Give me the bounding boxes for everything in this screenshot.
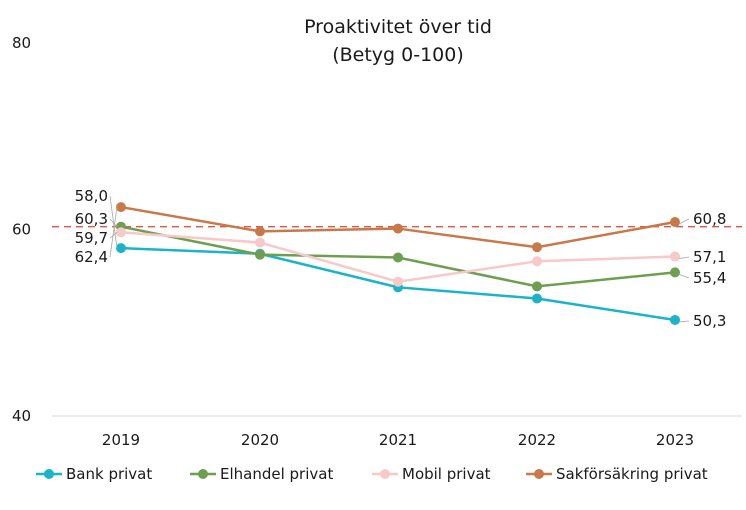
y-tick-label: 60	[12, 221, 31, 239]
x-tick-label: 2021	[379, 431, 417, 449]
data-point-mobil-privat	[393, 276, 403, 287]
chart-subtitle: (Betyg 0-100)	[332, 44, 464, 66]
label-leader-sakf-rs-kring-privat	[109, 207, 118, 258]
legend-marker-mobil-privat	[380, 469, 390, 479]
label-leader-bank-privat	[678, 320, 690, 323]
data-point-elhandel-privat	[393, 252, 403, 263]
data-point-bank-privat	[670, 314, 680, 325]
data-point-mobil-privat	[532, 256, 542, 267]
x-tick-label: 2022	[518, 431, 556, 449]
legend-marker-elhandel-privat	[198, 469, 208, 479]
legend-label-bank-privat: Bank privat	[66, 465, 152, 483]
data-point-elhandel-privat	[255, 249, 265, 260]
data-point-sakf-rs-kring-privat	[116, 202, 126, 213]
data-point-bank-privat	[532, 293, 542, 304]
label-leader-mobil-privat	[109, 231, 118, 239]
legend-label-sakf-rs-kring-privat: Sakförsäkring privat	[556, 465, 708, 483]
data-point-elhandel-privat	[670, 267, 680, 278]
x-tick-label: 2019	[102, 431, 140, 449]
data-point-mobil-privat	[670, 251, 680, 262]
data-point-sakf-rs-kring-privat	[393, 223, 403, 234]
data-label-bank-privat: 58,0	[75, 187, 108, 205]
legend: Bank privat Elhandel privat Mobil privat Sa…	[36, 465, 708, 483]
data-label-mobil-privat: 59,7	[75, 229, 108, 247]
data-label-bank-privat: 50,3	[693, 312, 726, 330]
data-point-sakf-rs-kring-privat	[670, 217, 680, 228]
data-label-sakf-rs-kring-privat: 60,8	[693, 210, 726, 228]
data-point-sakf-rs-kring-privat	[532, 242, 542, 253]
x-tick-label: 2023	[656, 431, 694, 449]
legend-marker-sakf-rs-kring-privat	[534, 469, 544, 479]
series-group: 58,0 50,3 60,3 55,4 59,7 57,1 62,4 60,8	[75, 187, 727, 330]
data-label-elhandel-privat: 60,3	[75, 210, 108, 228]
label-leader-sakf-rs-kring-privat	[678, 218, 690, 225]
data-point-sakf-rs-kring-privat	[255, 226, 265, 237]
legend-label-elhandel-privat: Elhandel privat	[220, 465, 333, 483]
y-tick-label: 40	[12, 407, 31, 425]
label-leader-elhandel-privat	[678, 274, 690, 279]
data-label-sakf-rs-kring-privat: 62,4	[75, 248, 108, 266]
x-axis: 2019 2020 2021 2022 2023	[102, 431, 694, 449]
label-leader-bank-privat	[109, 195, 118, 249]
data-point-mobil-privat	[255, 237, 265, 248]
chart-title: Proaktivitet över tid	[304, 16, 492, 38]
y-axis: 40 60 80	[12, 34, 31, 425]
x-tick-label: 2020	[241, 431, 279, 449]
label-leader-elhandel-privat	[109, 218, 118, 227]
data-point-bank-privat	[116, 243, 126, 254]
legend-marker-bank-privat	[44, 469, 54, 479]
data-label-mobil-privat: 57,1	[693, 248, 726, 266]
label-leader-mobil-privat	[678, 256, 690, 259]
data-label-elhandel-privat: 55,4	[693, 269, 726, 287]
y-tick-label: 80	[12, 34, 31, 52]
data-point-mobil-privat	[116, 227, 126, 238]
data-point-elhandel-privat	[532, 281, 542, 292]
legend-label-mobil-privat: Mobil privat	[402, 465, 491, 483]
